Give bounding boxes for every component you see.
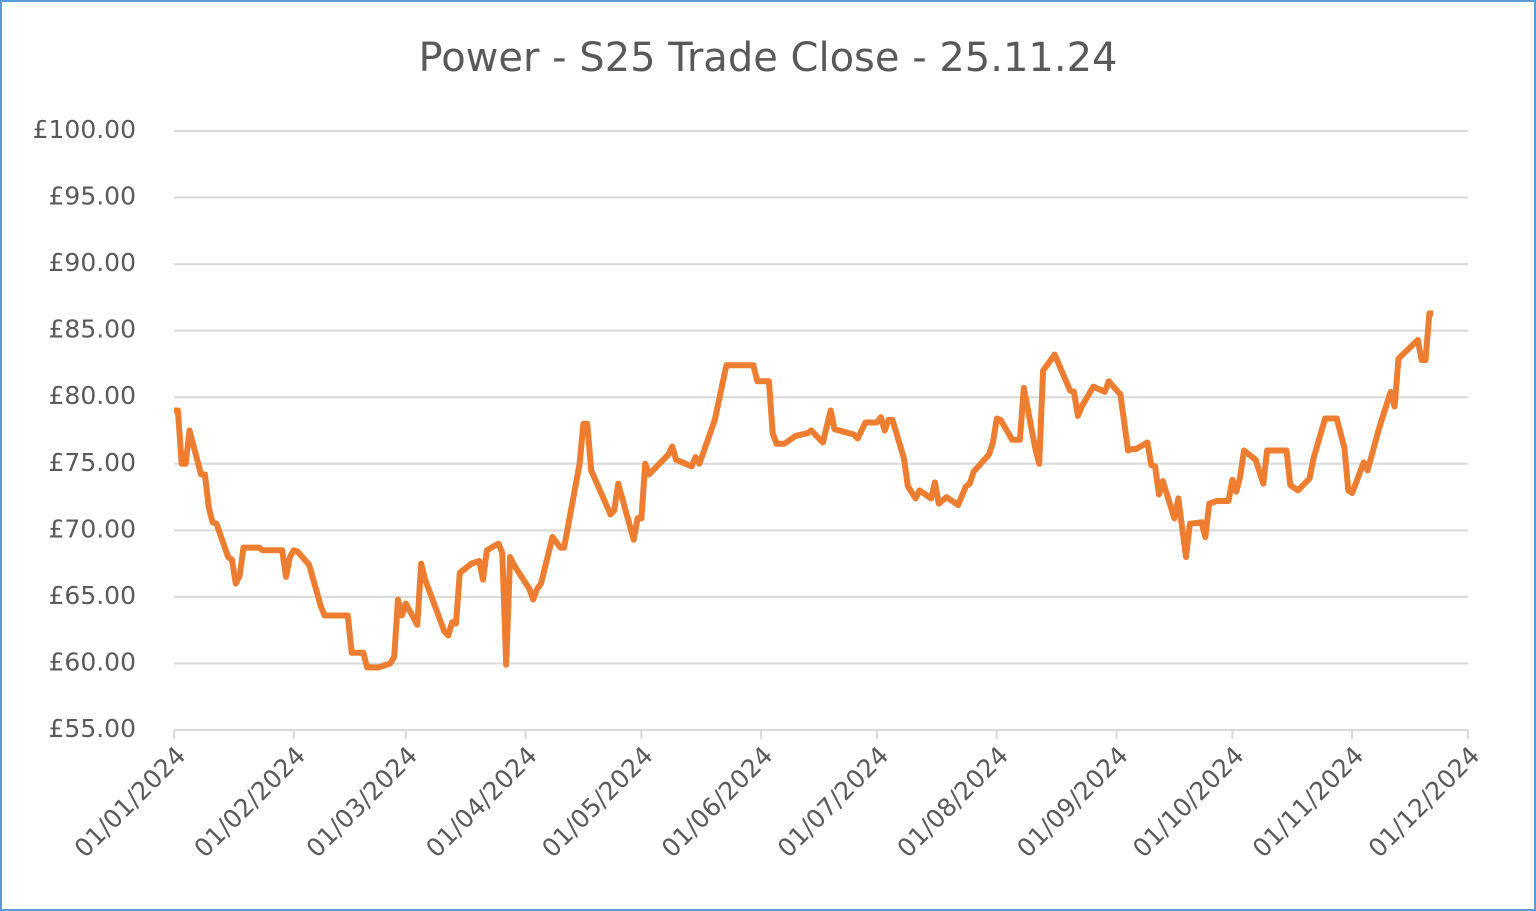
y-tick-label: £60.00 [49, 647, 136, 676]
y-tick-label: £65.00 [49, 581, 136, 610]
price-line [174, 310, 1434, 671]
y-tick-label: £95.00 [49, 182, 136, 211]
y-tick-label: £85.00 [49, 315, 136, 344]
y-tick-label: £55.00 [49, 714, 136, 743]
y-tick-label: £75.00 [49, 448, 136, 477]
y-tick-label: £70.00 [49, 514, 136, 543]
chart-title: Power - S25 Trade Close - 25.11.24 [419, 35, 1118, 81]
y-tick-label: £90.00 [49, 248, 136, 277]
y-tick-label: £100.00 [33, 115, 136, 144]
y-tick-label: £80.00 [49, 381, 136, 410]
